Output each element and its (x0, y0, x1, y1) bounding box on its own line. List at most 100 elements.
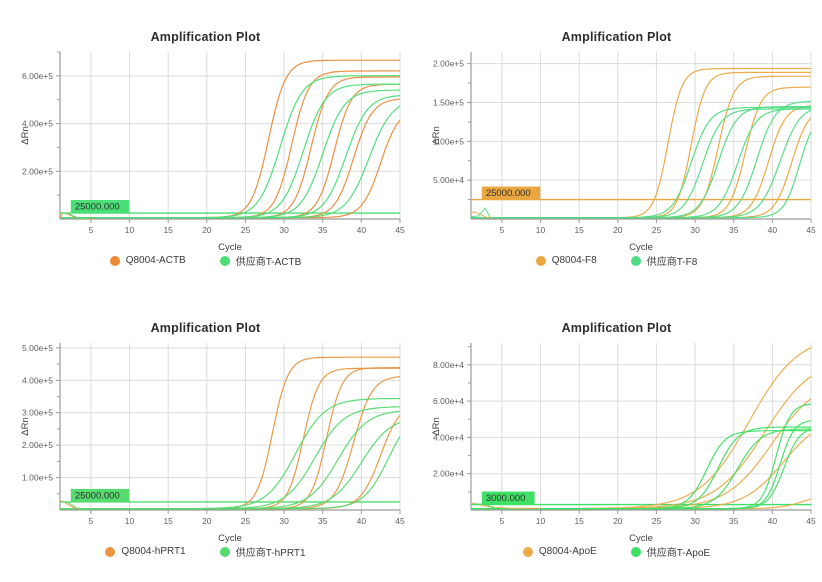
amplification-curve-green (59, 436, 401, 510)
svg-text:15: 15 (163, 225, 173, 235)
svg-text:30: 30 (279, 225, 289, 235)
legend-dot-orange (105, 546, 116, 557)
svg-text:25: 25 (651, 225, 661, 235)
tick-labels: 5 10 15 20 25 30 35 40 45 2.00e+4 4.00e+4 6.00e+4 8.… (433, 360, 816, 526)
svg-text:20: 20 (613, 516, 623, 526)
amplification-curves (470, 67, 812, 219)
svg-text:25: 25 (240, 225, 250, 235)
chart-title: Amplification Plot (561, 30, 672, 44)
legend-dot-orange (522, 546, 533, 557)
legend-dot-orange (109, 255, 120, 266)
amplification-curve-orange (59, 367, 400, 510)
svg-text:4.00e+5: 4.00e+5 (22, 375, 53, 385)
svg-text:10: 10 (124, 516, 134, 526)
svg-text:35: 35 (728, 516, 738, 526)
legend-item: 供应商T-hPRT1 (219, 544, 306, 559)
legend-label: Q8004-F8 (551, 255, 597, 266)
svg-text:5.00e+4: 5.00e+4 (433, 175, 464, 185)
axes (58, 343, 400, 511)
y-axis-label: ΔRn (20, 417, 31, 436)
svg-text:5: 5 (499, 516, 504, 526)
svg-text:1.50e+5: 1.50e+5 (433, 97, 464, 107)
legend-label: 供应商T-ApoE (646, 548, 711, 559)
svg-text:6.00e+5: 6.00e+5 (22, 71, 53, 81)
amplification-curve-green (470, 109, 811, 219)
plot-card-f8: Amplification Plot 5 10 15 20 25 30 35 40 45 5.00… (411, 0, 822, 291)
legend-item: Q8004-ApoE (522, 546, 597, 557)
svg-text:5: 5 (499, 225, 504, 235)
tick-labels: 5 10 15 20 25 30 35 40 45 2.00e+5 4.00e+5 6.00e+5 (22, 71, 405, 235)
tick-marks (466, 346, 811, 514)
legend-item: Q8004-ACTB (109, 255, 186, 266)
svg-text:30: 30 (690, 516, 700, 526)
axes (58, 52, 400, 220)
legend-item: Q8004-F8 (535, 255, 597, 266)
legend-label: Q8004-ACTB (125, 255, 186, 266)
svg-text:15: 15 (163, 516, 173, 526)
legend-label: 供应商T-hPRT1 (235, 548, 306, 559)
baseline-noise-green (59, 501, 87, 511)
amplification-chart-actb: 5 10 15 20 25 30 35 40 45 2.00e+5 4.00e+5 6.00e+5 Cy… (20, 51, 405, 253)
legend-dot-green (630, 255, 641, 266)
svg-text:2.00e+5: 2.00e+5 (433, 59, 464, 69)
amplification-curve-orange (59, 70, 400, 219)
legend-label: Q8004-ApoE (538, 546, 597, 557)
svg-text:30: 30 (690, 225, 700, 235)
gridlines (470, 52, 811, 219)
svg-text:40: 40 (356, 516, 366, 526)
y-axis-label: ΔRn (431, 126, 442, 145)
svg-text:30: 30 (279, 516, 289, 526)
svg-text:45: 45 (395, 225, 405, 235)
axes (469, 52, 811, 220)
legend-item: 供应商T-ACTB (219, 253, 302, 268)
amplification-curve-orange (59, 59, 400, 219)
chart-legend: Q8004-hPRT1 供应商T-hPRT1 (0, 544, 411, 559)
svg-text:5.00e+5: 5.00e+5 (22, 343, 53, 353)
svg-text:10: 10 (535, 516, 545, 526)
chart-title: Amplification Plot (150, 321, 261, 335)
amplification-chart-apoe: 5 10 15 20 25 30 35 40 45 2.00e+4 4.00e+4 6.00e+4 8.… (431, 343, 816, 544)
tick-labels: 5 10 15 20 25 30 35 40 45 1.00e+5 2.00e+5 3.00e+5 4.… (22, 343, 405, 526)
y-axis-label: ΔRn (431, 417, 442, 436)
amplification-curve-orange (59, 83, 400, 219)
svg-text:45: 45 (806, 225, 816, 235)
gridlines (59, 52, 400, 219)
tick-marks (55, 347, 400, 514)
x-axis-label: Cycle (218, 533, 242, 544)
x-axis-label: Cycle (629, 533, 653, 544)
legend-item: Q8004-hPRT1 (105, 546, 186, 557)
amplification-curve-orange (470, 105, 811, 219)
svg-text:4.00e+5: 4.00e+5 (22, 119, 53, 129)
svg-text:1.00e+5: 1.00e+5 (22, 473, 53, 483)
amplification-curves (470, 347, 811, 510)
amplification-curve-green (470, 131, 812, 219)
amplification-curves (59, 59, 400, 220)
svg-text:3.00e+5: 3.00e+5 (22, 408, 53, 418)
threshold-label: 25000.000 (74, 490, 119, 501)
threshold-label: 25000.000 (74, 202, 119, 213)
amplification-curve-green (59, 105, 400, 219)
svg-text:40: 40 (767, 516, 777, 526)
svg-text:2.00e+5: 2.00e+5 (22, 166, 53, 176)
amplification-curve-orange (470, 376, 811, 510)
baseline-noise-green (470, 207, 498, 219)
chart-title: Amplification Plot (150, 30, 261, 44)
svg-text:8.00e+4: 8.00e+4 (433, 360, 464, 370)
baseline-noise-orange (470, 502, 541, 509)
plot-card-apoe: Amplification Plot 5 10 15 20 25 30 35 40 45 2.00… (411, 291, 822, 582)
baseline-noise-green (470, 503, 502, 509)
x-axis-label: Cycle (629, 242, 653, 253)
plot-card-hprt1: Amplification Plot 5 10 15 20 25 30 35 40 45 1.00… (0, 291, 411, 582)
y-axis-label: ΔRn (20, 126, 31, 145)
x-axis-label: Cycle (218, 242, 242, 253)
svg-text:20: 20 (202, 516, 212, 526)
legend-label: 供应商T-ACTB (235, 257, 302, 268)
svg-text:20: 20 (202, 225, 212, 235)
amplification-curve-green (470, 108, 811, 219)
axes (469, 343, 811, 511)
threshold-label-box (70, 488, 129, 502)
amplification-curve-green (470, 106, 811, 219)
chart-legend: Q8004-F8 供应商T-F8 (411, 253, 822, 268)
threshold-label: 3000.000 (485, 493, 525, 504)
